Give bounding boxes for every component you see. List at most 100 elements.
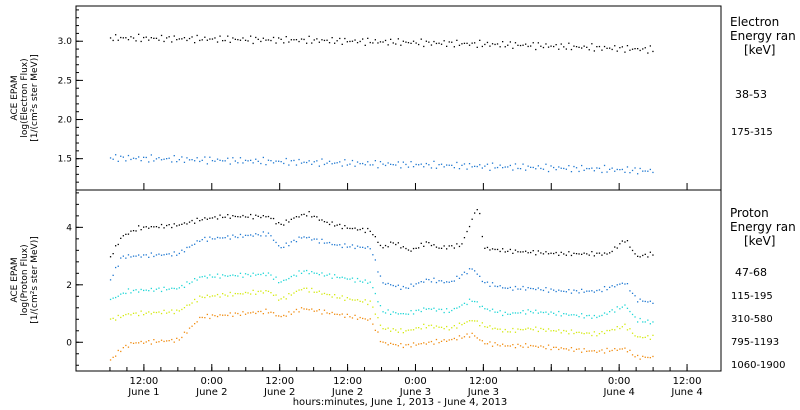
proton-series-4-point bbox=[430, 340, 433, 343]
proton-series-3-point bbox=[425, 327, 427, 329]
proton-series-2-point bbox=[550, 311, 552, 313]
proton-series-0-point bbox=[415, 247, 417, 249]
proton-series-3-point bbox=[637, 336, 639, 338]
proton-series-2-point bbox=[451, 309, 453, 312]
electron-series-0-point bbox=[298, 40, 300, 43]
proton-series-2-point bbox=[265, 274, 267, 277]
electron-series-1-point bbox=[270, 160, 272, 162]
proton-series-4-point bbox=[379, 340, 382, 343]
proton-series-2-point bbox=[250, 275, 252, 277]
electron-series-0-point bbox=[283, 42, 285, 44]
proton-series-3-point bbox=[435, 325, 438, 327]
proton-series-1-point bbox=[499, 285, 501, 287]
proton-series-4-point bbox=[392, 343, 394, 345]
proton-series-1-point bbox=[614, 286, 616, 288]
electron-series-0-point bbox=[423, 45, 425, 48]
electron-series-0-point bbox=[211, 38, 214, 40]
proton-series-4-point bbox=[239, 314, 242, 316]
proton-series-2-point bbox=[354, 281, 356, 283]
proton-series-3-point bbox=[438, 326, 440, 328]
proton-series-0-point bbox=[153, 226, 155, 228]
electron-series-0-point bbox=[178, 38, 180, 40]
proton-series-3-point bbox=[196, 301, 198, 303]
proton-series-2-point bbox=[626, 307, 629, 309]
proton-series-1-point bbox=[369, 248, 371, 250]
proton-legend-header-1: Proton bbox=[730, 206, 769, 220]
proton-series-2-point bbox=[148, 290, 150, 292]
proton-series-0-point bbox=[484, 247, 486, 249]
proton-series-4-point bbox=[181, 336, 183, 339]
proton-panel-frame bbox=[75, 189, 722, 372]
proton-series-3-point bbox=[326, 293, 328, 296]
proton-series-0-point bbox=[555, 251, 557, 254]
electron-series-1-point bbox=[652, 171, 654, 174]
proton-series-0-point bbox=[369, 230, 371, 232]
electron-series-0-point bbox=[250, 35, 252, 37]
proton-series-0-point bbox=[504, 251, 506, 253]
proton-series-3-point bbox=[346, 297, 348, 299]
electron-series-0-point bbox=[425, 40, 427, 42]
electron-series-0-point bbox=[644, 47, 646, 49]
proton-series-2-point bbox=[448, 311, 450, 313]
electron-series-1-point bbox=[522, 163, 524, 165]
electron-series-0-point bbox=[603, 45, 606, 48]
proton-series-4-point bbox=[150, 343, 152, 345]
electron-series-0-point bbox=[619, 47, 621, 49]
proton-series-1-point bbox=[642, 300, 644, 302]
proton-series-1-point bbox=[242, 236, 244, 238]
electron-series-0-point bbox=[456, 39, 458, 41]
proton-series-1-point bbox=[158, 253, 160, 255]
proton-series-3-point bbox=[542, 328, 545, 330]
proton-series-2-point bbox=[138, 291, 140, 293]
proton-series-3-point bbox=[649, 338, 651, 340]
electron-series-0-point bbox=[387, 44, 389, 46]
proton-series-1-point bbox=[491, 282, 494, 284]
proton-series-4-point bbox=[115, 355, 117, 357]
electron-series-0-point bbox=[244, 39, 247, 41]
electron-series-0-point bbox=[201, 39, 203, 41]
proton-series-1-point bbox=[568, 289, 570, 291]
proton-series-1-point bbox=[201, 239, 203, 241]
proton-series-4-point bbox=[227, 314, 229, 317]
proton-series-0-point bbox=[629, 246, 631, 248]
proton-series-4-point bbox=[639, 358, 641, 360]
electron-series-1-point bbox=[502, 167, 504, 169]
electron-series-1-point bbox=[272, 162, 275, 164]
electron-series-0-point bbox=[163, 40, 165, 43]
proton-series-4-point bbox=[476, 337, 478, 339]
proton-series-1-point bbox=[188, 246, 191, 248]
proton-series-1-point bbox=[316, 238, 318, 240]
proton-series-3-point bbox=[494, 327, 496, 329]
proton-series-0-point bbox=[150, 226, 152, 228]
electron-series-1-point bbox=[211, 160, 214, 162]
proton-series-4-point bbox=[649, 357, 651, 359]
electron-series-1-point bbox=[418, 164, 420, 166]
proton-series-0-point bbox=[247, 216, 249, 218]
electron-series-1-point bbox=[260, 162, 262, 165]
electron-series-0-point bbox=[303, 38, 305, 41]
electron-series-0-point bbox=[395, 43, 397, 45]
proton-series-2-point bbox=[117, 295, 119, 297]
proton-series-2-point bbox=[232, 274, 234, 276]
electron-series-1-point bbox=[476, 165, 478, 168]
electron-series-1-point bbox=[573, 165, 575, 168]
electron-series-0-point bbox=[153, 37, 155, 39]
electron-series-1-point bbox=[369, 164, 371, 166]
proton-series-2-point bbox=[344, 277, 346, 279]
electron-series-1-point bbox=[588, 168, 590, 170]
proton-series-0-point bbox=[400, 247, 402, 249]
electron-series-0-point bbox=[463, 42, 466, 44]
proton-series-1-point bbox=[384, 283, 387, 285]
proton-series-3-point bbox=[448, 329, 450, 331]
proton-series-1-point bbox=[356, 245, 359, 247]
proton-series-3-point bbox=[204, 296, 206, 299]
proton-series-3-point bbox=[206, 294, 208, 296]
proton-series-0-point bbox=[619, 243, 621, 245]
proton-series-1-point bbox=[140, 256, 142, 258]
proton-series-2-point bbox=[122, 292, 124, 294]
proton-series-3-point bbox=[369, 300, 371, 302]
proton-series-1-point bbox=[295, 241, 298, 243]
electron-series-0-point bbox=[155, 37, 158, 39]
proton-series-0-point bbox=[311, 216, 313, 218]
proton-series-2-point bbox=[290, 275, 292, 278]
